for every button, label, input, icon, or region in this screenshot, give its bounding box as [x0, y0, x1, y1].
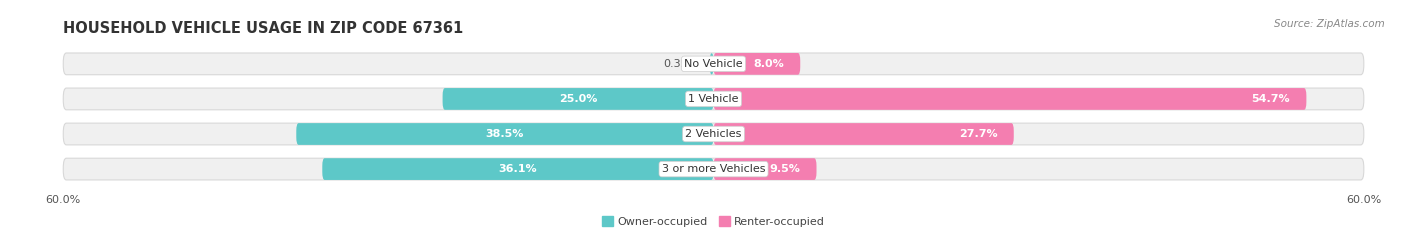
Text: 25.0%: 25.0% — [558, 94, 598, 104]
Text: 9.5%: 9.5% — [769, 164, 800, 174]
FancyBboxPatch shape — [322, 158, 713, 180]
FancyBboxPatch shape — [713, 158, 817, 180]
Text: 2 Vehicles: 2 Vehicles — [685, 129, 742, 139]
FancyBboxPatch shape — [710, 53, 713, 75]
FancyBboxPatch shape — [297, 123, 713, 145]
Text: 0.35%: 0.35% — [664, 59, 699, 69]
Text: 54.7%: 54.7% — [1251, 94, 1291, 104]
Legend: Owner-occupied, Renter-occupied: Owner-occupied, Renter-occupied — [598, 212, 830, 231]
Text: No Vehicle: No Vehicle — [685, 59, 742, 69]
Text: Source: ZipAtlas.com: Source: ZipAtlas.com — [1274, 19, 1385, 29]
Text: 38.5%: 38.5% — [485, 129, 524, 139]
FancyBboxPatch shape — [713, 88, 1306, 110]
FancyBboxPatch shape — [63, 123, 1364, 145]
Text: 8.0%: 8.0% — [754, 59, 785, 69]
Text: 1 Vehicle: 1 Vehicle — [689, 94, 738, 104]
FancyBboxPatch shape — [713, 53, 800, 75]
Text: 27.7%: 27.7% — [959, 129, 997, 139]
Text: 36.1%: 36.1% — [499, 164, 537, 174]
FancyBboxPatch shape — [713, 123, 1014, 145]
FancyBboxPatch shape — [443, 88, 713, 110]
FancyBboxPatch shape — [63, 88, 1364, 110]
Text: 3 or more Vehicles: 3 or more Vehicles — [662, 164, 765, 174]
Text: HOUSEHOLD VEHICLE USAGE IN ZIP CODE 67361: HOUSEHOLD VEHICLE USAGE IN ZIP CODE 6736… — [63, 21, 464, 36]
FancyBboxPatch shape — [63, 53, 1364, 75]
FancyBboxPatch shape — [63, 158, 1364, 180]
